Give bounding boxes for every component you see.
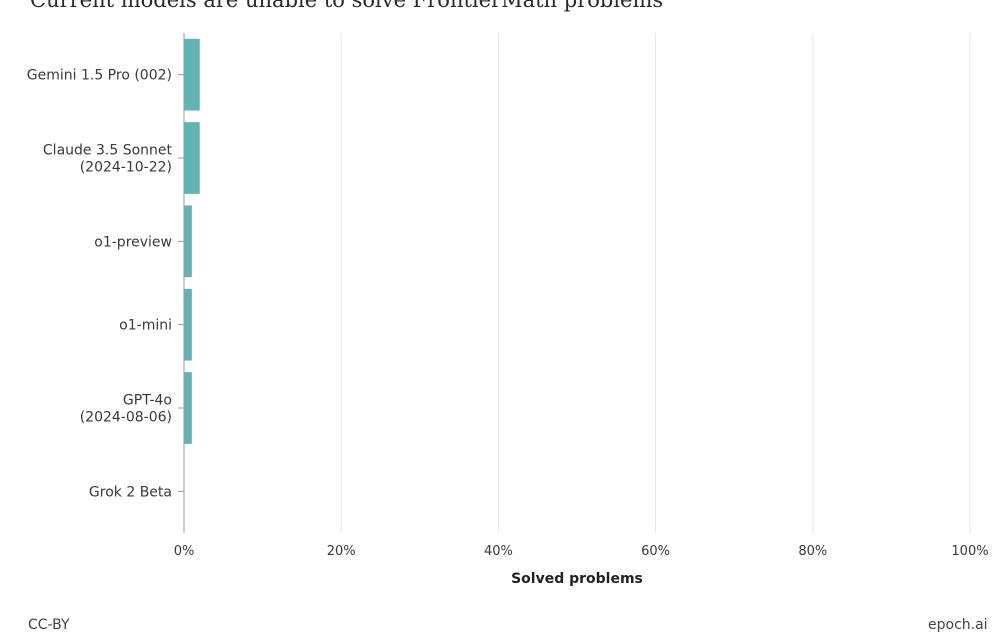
category-label: GPT-4o (123, 393, 172, 409)
source-label: epoch.ai (928, 617, 988, 633)
category-label: o1-preview (94, 234, 172, 250)
category-label: o1-mini (119, 318, 172, 334)
category-label: Claude 3.5 Sonnet (43, 143, 173, 159)
category-label: Grok 2 Beta (89, 484, 172, 500)
bar-chart: 0% 20% 40% 60% 80% 100% Gemini 1.5 Pro (002) Cl… (27, 33, 989, 587)
license-label: CC-BY (28, 617, 70, 633)
x-tick-label: 0% (174, 544, 195, 559)
category-label: Gemini 1.5 Pro (002) (27, 68, 172, 84)
category-label: (2024-08-06) (80, 410, 172, 426)
bar (184, 38, 200, 111)
x-tick-label: 80% (798, 544, 827, 559)
bar (184, 205, 192, 278)
x-tick-label: 40% (484, 544, 513, 559)
bar (184, 122, 200, 194)
category-label: (2024-10-22) (80, 160, 172, 176)
chart-title: Current models are unable to solve Front… (30, 0, 664, 12)
x-tick-label: 100% (951, 544, 988, 559)
bar (184, 372, 192, 444)
x-tick-label: 60% (641, 544, 670, 559)
x-axis-label: Solved problems (511, 571, 643, 587)
x-tick-label: 20% (327, 544, 356, 559)
bar (184, 288, 192, 361)
